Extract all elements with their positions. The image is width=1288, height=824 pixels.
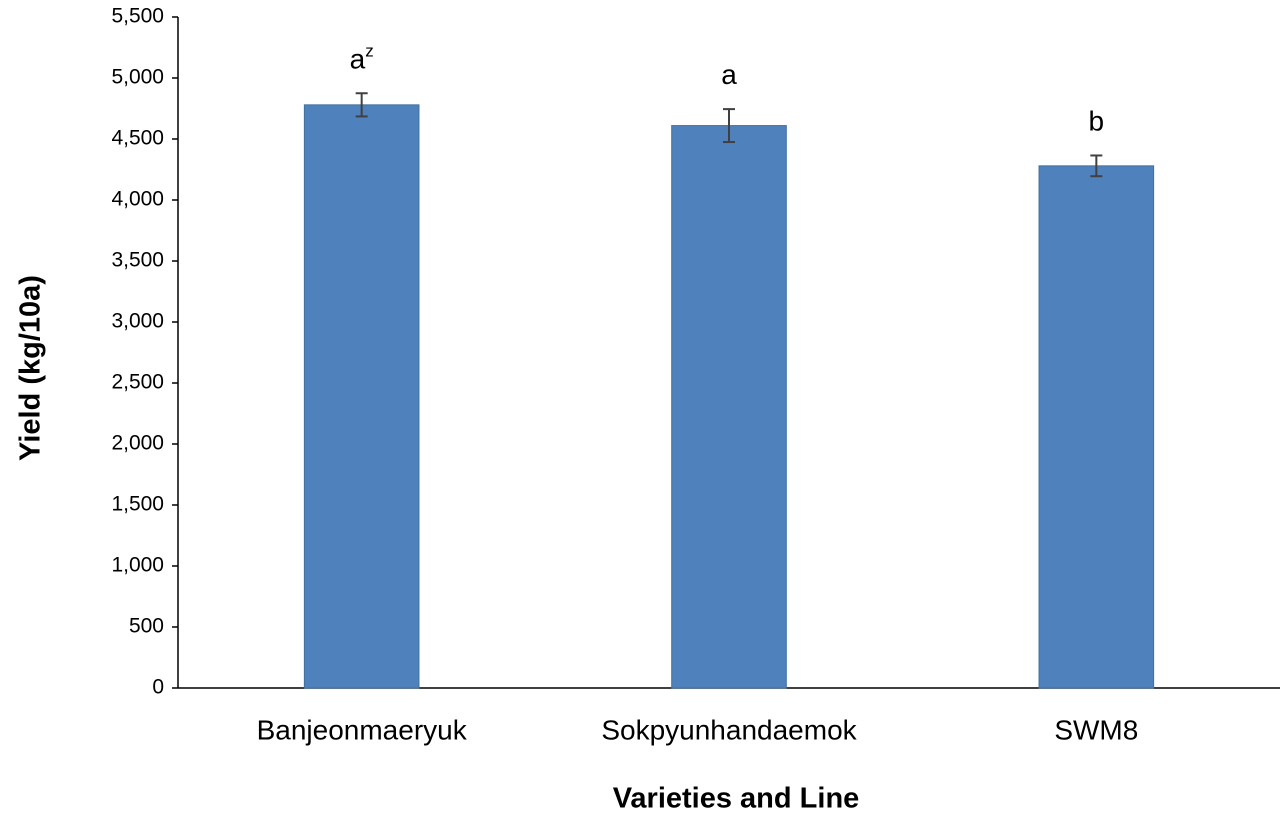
significance-letter: az <box>350 42 374 75</box>
error-bar <box>355 92 368 118</box>
y-tick-label: 5,500 <box>111 5 164 28</box>
y-tick-label: 3,000 <box>111 310 164 333</box>
y-axis-title: Yield (kg/10a) <box>15 275 47 461</box>
letter-superscript: z <box>365 42 374 61</box>
x-tick-label: Sokpyunhandaemok <box>601 714 857 745</box>
y-tick-label: 3,500 <box>111 249 164 272</box>
y-tick-label: 5,000 <box>111 66 164 89</box>
significance-letter: b <box>1089 106 1105 137</box>
bar <box>671 125 787 689</box>
error-bar <box>1090 154 1103 178</box>
y-tick-label: 2,000 <box>111 432 164 455</box>
letter-text: a <box>350 44 366 75</box>
letter-text: a <box>721 60 737 91</box>
y-tick-label: 4,500 <box>111 127 164 150</box>
significance-letter: a <box>721 60 737 91</box>
error-bar <box>723 108 735 144</box>
y-tick-label: 2,500 <box>111 371 164 394</box>
x-axis-title: Varieties and Line <box>613 783 860 815</box>
bar <box>303 104 420 689</box>
letter-text: b <box>1089 106 1105 137</box>
y-tick-label: 0 <box>152 676 164 699</box>
y-tick-label: 1,500 <box>111 493 164 516</box>
x-tick-label: SWM8 <box>1054 714 1138 745</box>
x-tick-label: Banjeonmaeryuk <box>257 714 468 745</box>
y-tick-label: 500 <box>129 615 164 638</box>
bar <box>1038 165 1155 689</box>
y-tick-label: 1,000 <box>111 554 164 577</box>
y-tick-label: 4,000 <box>111 188 164 211</box>
